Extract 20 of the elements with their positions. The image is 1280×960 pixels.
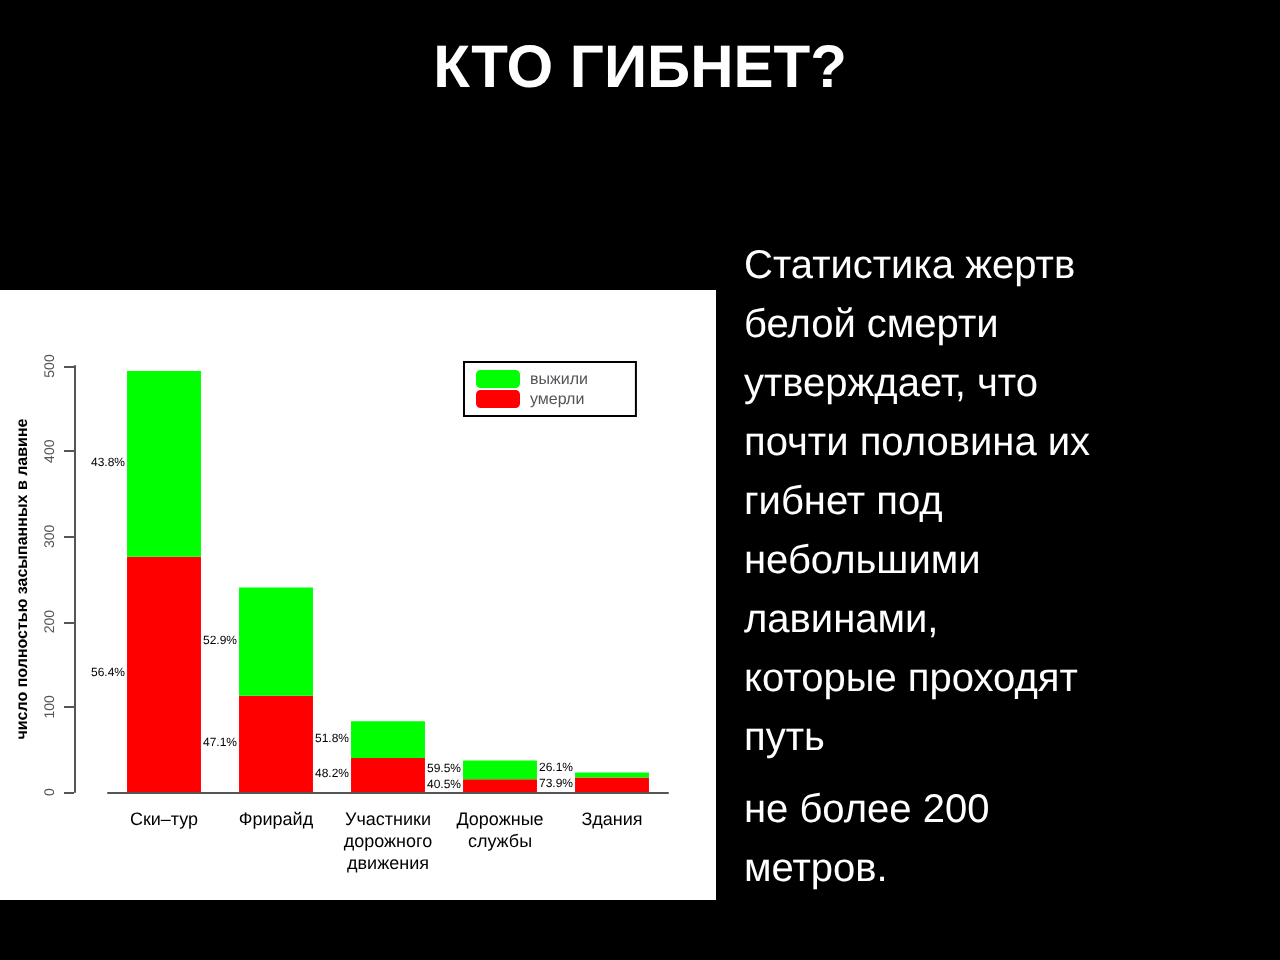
bar <box>575 777 649 792</box>
legend-label: умерли <box>530 390 585 408</box>
x-tick-label: Ски–тур <box>129 809 199 829</box>
chart-title: КТО ГИБНЕТ? <box>433 35 847 101</box>
bar <box>575 772 649 778</box>
bar <box>351 757 425 792</box>
bar <box>127 371 201 557</box>
bar <box>463 760 537 780</box>
x-tick-label: Участники дорожного движения <box>343 809 433 873</box>
y-axis-title: число полностью засыпанных в лавине <box>13 417 31 740</box>
x-tick-label: Дорожные службы <box>456 809 544 851</box>
legend-label: выжили <box>530 370 588 388</box>
bar <box>463 779 537 792</box>
bar <box>239 695 313 792</box>
text: не более 200 метров. <box>744 787 990 891</box>
bar <box>239 587 313 696</box>
x-tick-label: Здания <box>581 809 643 829</box>
bar <box>127 556 201 792</box>
bar <box>351 721 425 758</box>
x-tick-label: Фрирайд <box>238 809 315 829</box>
